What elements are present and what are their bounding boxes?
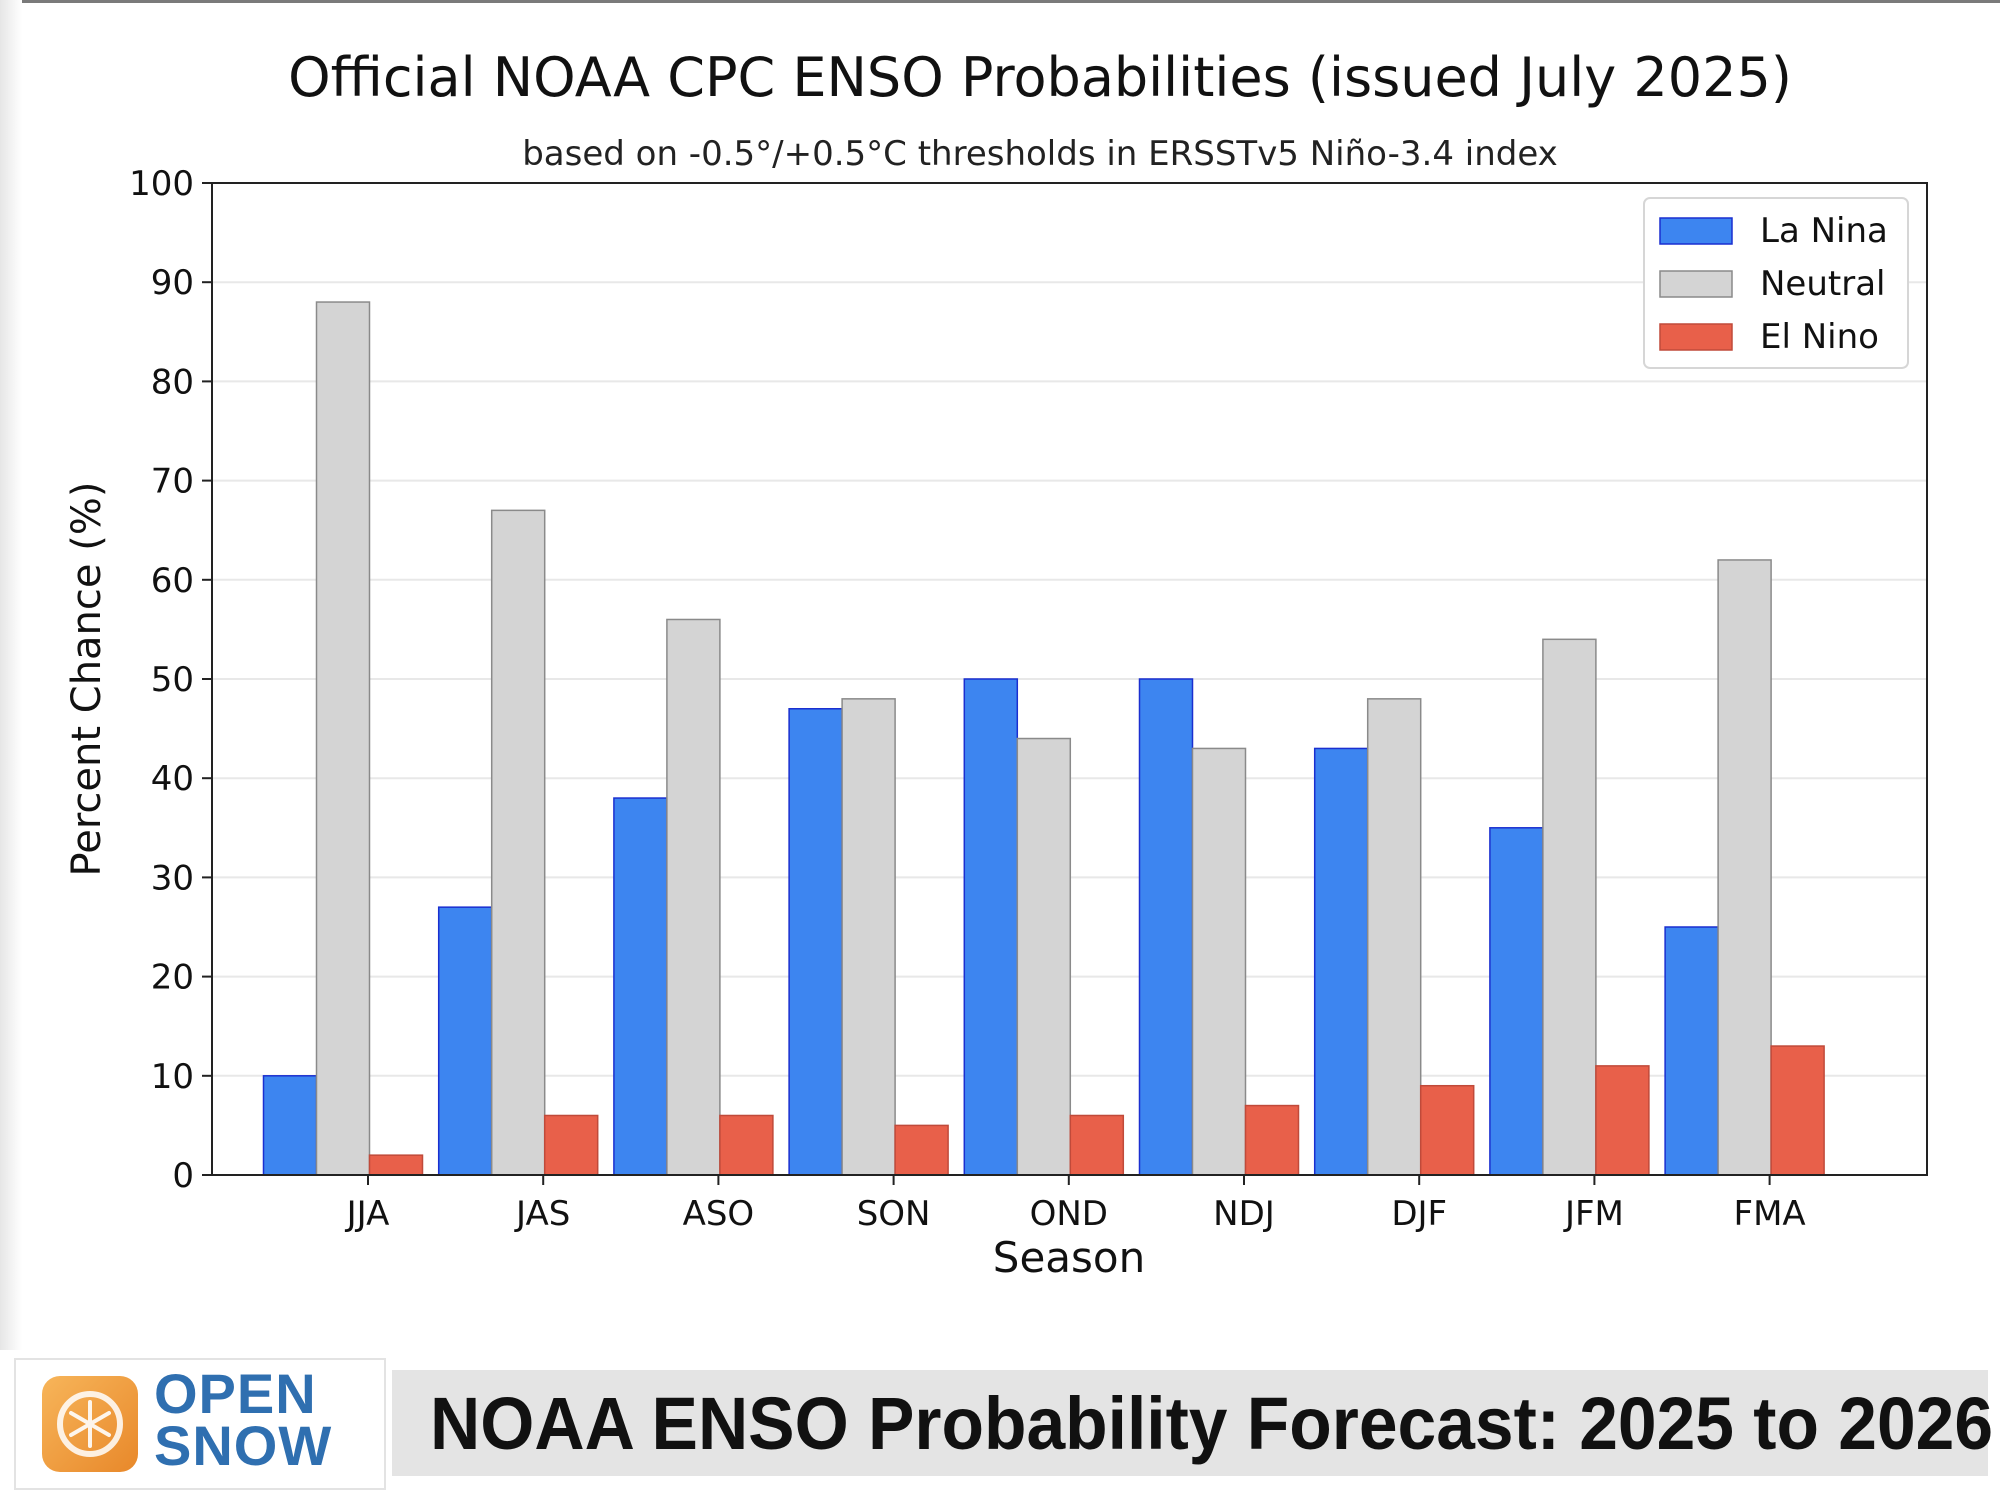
bar-neutral-son xyxy=(841,698,896,1176)
x-tick-label: NDJ xyxy=(1213,1194,1275,1234)
y-tick-label: 20 xyxy=(151,958,194,998)
bar-el-nino-son xyxy=(894,1124,949,1176)
bar-el-nino-ond xyxy=(1069,1114,1125,1176)
bar-neutral-ndj xyxy=(1191,747,1247,1176)
logo-line-open: OPEN xyxy=(154,1362,317,1425)
banner-title: NOAA ENSO Probability Forecast: 2025 to … xyxy=(430,1382,1994,1465)
bar-la-nina-jfm xyxy=(1489,827,1544,1176)
bar-el-nino-jja xyxy=(368,1154,424,1176)
x-tick-label: JFM xyxy=(1563,1194,1624,1234)
bar-la-nina-jas xyxy=(437,906,493,1176)
left-edge-shade xyxy=(0,0,22,1360)
bar-el-nino-jas xyxy=(543,1114,599,1176)
legend: La Nina Neutral El Nino xyxy=(1643,197,1909,369)
bar-la-nina-ond xyxy=(963,678,1019,1176)
top-border xyxy=(0,0,2000,3)
x-axis-label: Season xyxy=(993,1233,1145,1282)
bar-neutral-jfm xyxy=(1542,638,1597,1176)
y-axis-ticks: 0 10 20 30 40 50 60 70 80 90 100 xyxy=(129,164,212,1196)
bar-neutral-fma xyxy=(1717,559,1772,1176)
enso-bar-chart: Official NOAA CPC ENSO Probabilities (is… xyxy=(64,46,1928,1282)
x-tick-label: DJF xyxy=(1391,1194,1447,1234)
y-tick-label: 90 xyxy=(151,263,194,303)
chart-title: Official NOAA CPC ENSO Probabilities (is… xyxy=(288,46,1792,109)
legend-label-neutral: Neutral xyxy=(1760,264,1886,304)
bar-la-nina-djf xyxy=(1313,747,1369,1176)
bar-la-nina-ndj xyxy=(1138,678,1194,1176)
x-tick-label: OND xyxy=(1030,1194,1108,1234)
legend-label-la-nina: La Nina xyxy=(1760,211,1888,251)
y-tick-label: 80 xyxy=(151,362,194,402)
bar-la-nina-son xyxy=(788,708,843,1176)
y-axis-label: Percent Chance (%) xyxy=(64,482,110,877)
bar-la-nina-fma xyxy=(1664,926,1719,1176)
x-tick-label: JJA xyxy=(345,1194,390,1234)
x-tick-label: JAS xyxy=(514,1194,570,1234)
opensnow-logo: OPEN SNOW xyxy=(14,1358,386,1490)
bar-la-nina-aso xyxy=(613,797,668,1176)
bars xyxy=(262,301,1825,1176)
chart-subtitle: based on -0.5°/+0.5°C thresholds in ERSS… xyxy=(522,134,1558,174)
logo-line-snow: SNOW xyxy=(154,1414,333,1477)
y-tick-label: 70 xyxy=(151,462,194,502)
snowflake-sun-icon xyxy=(42,1376,138,1472)
y-tick-label: 10 xyxy=(151,1057,194,1097)
logo-wordmark: OPEN SNOW xyxy=(154,1362,333,1477)
y-tick-label: 50 xyxy=(151,660,194,700)
bar-neutral-jja xyxy=(315,301,371,1176)
y-tick-label: 0 xyxy=(172,1156,194,1196)
legend-label-el-nino: El Nino xyxy=(1760,317,1879,357)
bar-el-nino-fma xyxy=(1770,1045,1825,1176)
bar-neutral-jas xyxy=(490,509,546,1176)
caption-banner: NOAA ENSO Probability Forecast: 2025 to … xyxy=(392,1370,1993,1476)
legend-swatch-neutral xyxy=(1659,270,1733,298)
legend-swatch-la-nina xyxy=(1659,217,1733,245)
x-tick-label: SON xyxy=(857,1194,931,1234)
bar-la-nina-jja xyxy=(262,1075,318,1176)
y-tick-label: 100 xyxy=(129,164,194,204)
y-tick-label: 40 xyxy=(151,759,194,799)
bar-neutral-djf xyxy=(1366,698,1422,1176)
bar-el-nino-jfm xyxy=(1595,1065,1650,1176)
bar-neutral-aso xyxy=(666,618,721,1176)
bar-el-nino-djf xyxy=(1419,1084,1475,1176)
y-tick-label: 30 xyxy=(151,858,194,898)
x-tick-label: FMA xyxy=(1734,1194,1806,1234)
bar-el-nino-ndj xyxy=(1244,1104,1300,1176)
legend-swatch-el-nino xyxy=(1659,323,1733,351)
y-tick-label: 60 xyxy=(151,561,194,601)
x-tick-label: ASO xyxy=(683,1194,755,1234)
x-axis-ticks: JJA JAS ASO SON OND NDJ DJF JFM FMA xyxy=(345,1175,1806,1234)
bar-el-nino-aso xyxy=(719,1114,774,1176)
bar-neutral-ond xyxy=(1016,737,1072,1176)
